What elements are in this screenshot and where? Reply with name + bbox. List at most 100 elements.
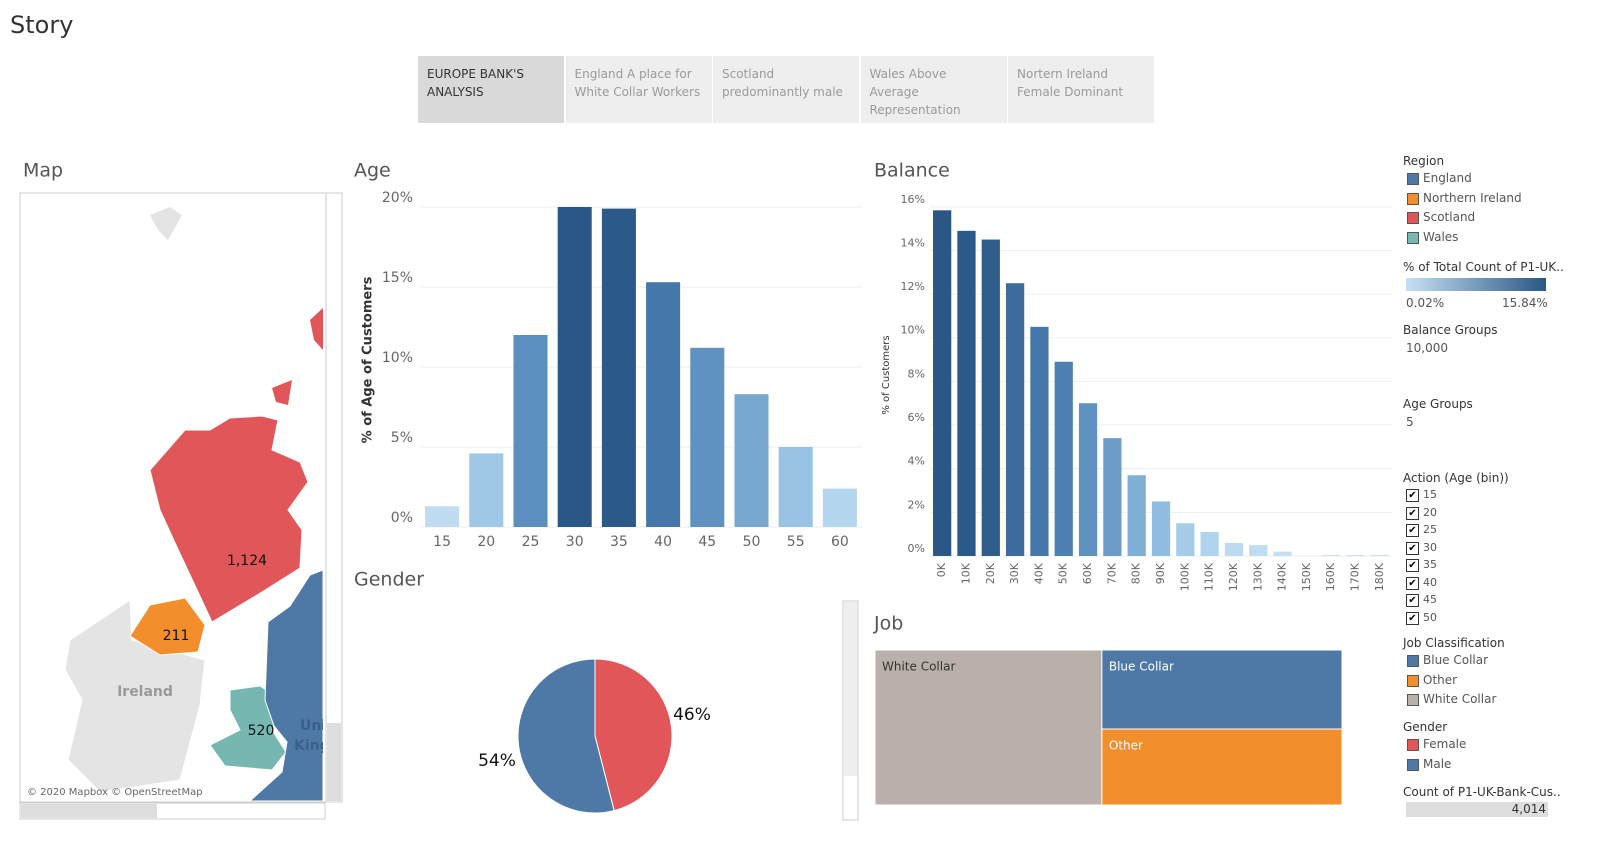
legend-label: Male (1423, 756, 1452, 771)
scotland-shape (149, 415, 309, 623)
x-tick-label: 35 (610, 534, 628, 550)
y-tick-label: 20% (382, 190, 413, 206)
legend-title: Gender (1403, 720, 1448, 734)
x-tick-label: 15 (433, 534, 451, 550)
scroll-thumb[interactable] (21, 804, 157, 818)
legend-label: Wales (1423, 229, 1459, 244)
scotland-shape (310, 308, 323, 350)
legend-label: England (1423, 171, 1472, 185)
story-title: Story (10, 11, 73, 39)
parameter-value: 5 (1406, 415, 1414, 429)
parameter-value: 10,000 (1406, 341, 1448, 355)
chart-title: Balance (874, 160, 950, 182)
ramp-min: 0.02% (1406, 296, 1445, 310)
map-place-label: United (300, 718, 352, 734)
scrollbar[interactable] (325, 192, 343, 803)
bar (1370, 554, 1389, 556)
map-place-label: Kingdom (294, 738, 364, 754)
legend-title: Count of P1-UK-Bank-Cus.. (1403, 785, 1561, 799)
x-tick-label: 130K (1251, 562, 1264, 591)
x-tick-label: 120K (1227, 562, 1240, 591)
x-tick-label: 180K (1373, 562, 1386, 591)
legend-swatch (1407, 758, 1419, 771)
legend-swatch (1407, 655, 1419, 667)
scroll-thumb[interactable] (327, 723, 341, 801)
bar (933, 210, 952, 556)
bar (1005, 283, 1025, 556)
checkbox[interactable]: ✔ (1406, 541, 1419, 555)
bar (469, 453, 504, 527)
x-tick-label: 40 (654, 534, 672, 550)
y-tick-label: 5% (391, 430, 413, 446)
y-tick-label: 6% (908, 411, 925, 424)
legend-label: Northern Ireland (1423, 190, 1522, 205)
treemap-label: Other (1109, 739, 1143, 753)
checkbox[interactable]: ✔ (1406, 506, 1419, 520)
bar (1078, 403, 1098, 556)
map-place-label: Ireland (117, 684, 173, 700)
legend-label: Female (1423, 737, 1467, 751)
x-tick-label: 160K (1324, 562, 1337, 591)
map-value-label: 1,124 (227, 553, 267, 569)
checkbox[interactable]: ✔ (1406, 559, 1419, 572)
filter-label: 45 (1423, 593, 1437, 606)
story-tab[interactable]: Wales Above Average Representation (860, 56, 1007, 123)
bar (1103, 438, 1122, 556)
x-tick-label: 25 (522, 534, 540, 550)
story-tab[interactable]: Scotland predominantly male (713, 56, 859, 123)
checkbox[interactable]: ✔ (1406, 594, 1419, 607)
x-tick-label: 150K (1300, 562, 1313, 591)
story-tab[interactable]: England A place for White Collar Workers (565, 56, 712, 123)
checkbox[interactable]: ✔ (1406, 524, 1419, 537)
filter-label: 15 (1423, 488, 1437, 501)
story-tab[interactable]: EUROPE BANK'S ANALYSIS (418, 56, 564, 123)
legend-swatch (1407, 739, 1419, 751)
legend-swatch (1407, 674, 1419, 687)
bar (1273, 551, 1292, 556)
scroll-thumb[interactable] (844, 602, 857, 776)
map-value-label: 211 (163, 628, 190, 644)
x-tick-label: 30K (1008, 562, 1021, 584)
map-title: Map (23, 160, 63, 182)
ni-shape (129, 597, 206, 656)
scotland-shape (272, 380, 292, 405)
checkbox[interactable]: ✔ (1406, 611, 1419, 625)
treemap-cell (1101, 649, 1343, 730)
x-tick-label: 110K (1203, 562, 1216, 591)
legend-title: Region (1403, 154, 1445, 168)
x-tick-label: 0K (935, 562, 948, 577)
story-tab[interactable]: Nortern Ireland Female Dominant (1008, 56, 1154, 123)
x-tick-label: 70K (1105, 562, 1118, 584)
island-shape (150, 207, 182, 240)
bar (513, 335, 548, 527)
bar (601, 208, 636, 527)
legend-label: Scotland (1423, 210, 1476, 224)
filter-label: 25 (1423, 523, 1437, 536)
y-tick-label: 12% (901, 280, 925, 293)
bar (1127, 475, 1146, 556)
legend-title: Job Classification (1403, 636, 1505, 650)
legend-title: Balance Groups (1403, 323, 1498, 337)
bar (1176, 523, 1195, 556)
filter-label: 30 (1423, 540, 1437, 554)
bar (425, 506, 460, 527)
color-ramp (1406, 278, 1546, 291)
x-tick-label: 90K (1154, 562, 1167, 584)
count-bar (1406, 802, 1548, 817)
checkbox[interactable]: ✔ (1406, 576, 1419, 590)
x-tick-label: 20 (477, 534, 495, 550)
y-axis-title: % of Age of Customers (361, 276, 376, 443)
pie-label: 46% (673, 705, 711, 725)
checkbox[interactable]: ✔ (1406, 489, 1419, 502)
legend-swatch (1407, 231, 1419, 244)
bar (1030, 326, 1049, 556)
bar (981, 239, 1000, 556)
y-tick-label: 15% (382, 270, 413, 286)
y-tick-label: 2% (908, 498, 925, 511)
pie-slice (594, 658, 673, 812)
filter-label: 35 (1423, 558, 1437, 571)
count-value: 4,014 (1511, 802, 1546, 816)
y-tick-label: 14% (901, 236, 925, 249)
ramp-max: 15.84% (1502, 296, 1548, 310)
